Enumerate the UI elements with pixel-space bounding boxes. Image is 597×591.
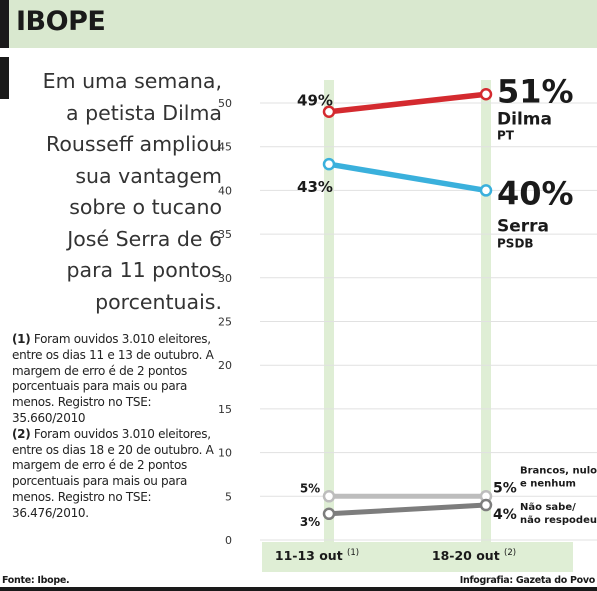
footer-rule — [0, 587, 597, 591]
y-tick-label: 35 — [218, 228, 232, 241]
lede-line: Em uma semana, — [42, 69, 222, 93]
data-label: 40% — [497, 174, 574, 212]
y-tick-label: 5 — [225, 490, 232, 503]
lede-line: sobre o tucano — [69, 195, 222, 219]
x-tick-label: 11-13 out (1) — [275, 548, 359, 563]
data-point — [479, 88, 493, 101]
lede-accent-bar — [0, 57, 9, 99]
y-tick-label: 25 — [218, 316, 232, 329]
series-line-4 — [326, 502, 489, 517]
series-name-label: Brancos, nulos — [520, 465, 597, 476]
lede-line: sua vantagem — [75, 163, 222, 188]
category-band-2 — [481, 80, 491, 542]
y-tick-label: 0 — [225, 534, 232, 547]
data-point — [479, 184, 493, 197]
data-label: 51% — [497, 72, 574, 110]
series-name-label: Dilma — [497, 109, 552, 129]
graphic-credit: Infografia: Gazeta do Povo — [459, 575, 596, 586]
series-line-2 — [326, 161, 489, 194]
note-marker: (1) — [12, 332, 31, 346]
data-label: 3% — [300, 515, 320, 529]
y-tick-label: 15 — [218, 403, 232, 416]
header-band — [0, 0, 597, 48]
note-text: Foram ouvidos 3.010 eleitores, entre os … — [12, 332, 214, 425]
data-point — [322, 105, 336, 118]
series-name-label: Não sabe/ — [520, 502, 576, 513]
data-point — [322, 157, 336, 171]
page-title: IBOPE — [16, 6, 106, 37]
series-name-label: Serra — [497, 216, 549, 236]
series-line-1 — [326, 91, 489, 115]
y-tick-label: 45 — [218, 141, 232, 154]
y-tick-label: 30 — [218, 272, 232, 285]
header-accent-bar — [0, 0, 9, 48]
lede-line: Rousseff ampliou — [46, 132, 222, 156]
y-tick-label: 10 — [218, 447, 232, 460]
note-marker: (2) — [12, 426, 31, 441]
survey-notes: (1) Foram ouvidos 3.010 eleitores, entre… — [12, 332, 218, 522]
series-name-label: não respodeu — [520, 515, 597, 526]
series-party-label: PSDB — [497, 236, 534, 250]
survey-note-1: (1) Foram ouvidos 3.010 eleitores, entre… — [12, 332, 218, 427]
lede-line: José Serra de 6 — [67, 226, 222, 251]
survey-note-2: (2) Foram ouvidos 3.010 eleitores, entre… — [12, 427, 218, 522]
data-label: 5% — [300, 481, 320, 495]
y-tick-label: 40 — [218, 184, 232, 197]
category-axis-strip — [262, 542, 573, 572]
series-party-label: PT — [497, 128, 515, 142]
lede-line: para 11 pontos — [66, 258, 223, 282]
y-tick-label: 20 — [218, 359, 232, 372]
data-label: 49% — [297, 92, 333, 110]
lede-line: porcentuais. — [95, 289, 222, 314]
series-name-label: e nenhum — [520, 478, 576, 489]
data-label: 5% — [493, 480, 517, 496]
data-label: 4% — [493, 507, 517, 523]
data-point — [479, 498, 493, 512]
source-credit: Fonte: Ibope. — [2, 575, 70, 586]
data-point — [322, 507, 336, 521]
data-point — [322, 490, 336, 503]
x-tick-label: 18-20 out (2) — [432, 548, 516, 563]
note-text: Foram ouvidos 3.010 eleitores, entre os … — [12, 426, 214, 520]
lede-line: a petista Dilma — [66, 100, 222, 125]
data-label: 43% — [297, 178, 333, 196]
y-tick-label: 50 — [218, 97, 232, 110]
category-band-1 — [324, 80, 334, 542]
lede-text: Em uma semana, a petista Dilma Rousseff … — [22, 66, 222, 318]
